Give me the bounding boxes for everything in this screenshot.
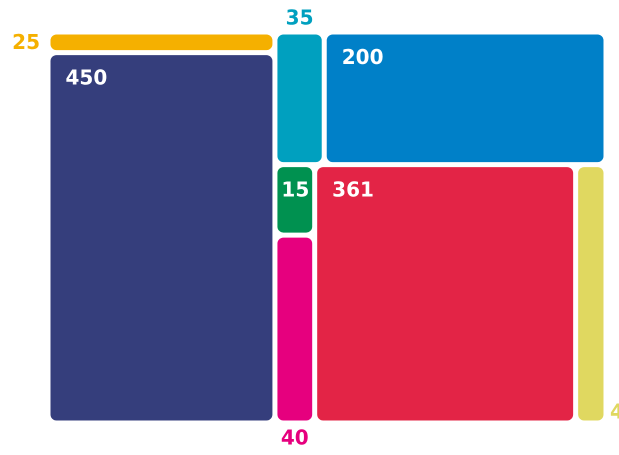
tile [50, 55, 273, 421]
tile-label: 200 [342, 45, 384, 69]
tile [277, 167, 313, 233]
tile-label: 450 [66, 66, 108, 90]
tile-label: 40 [281, 426, 309, 450]
tile-label: 361 [332, 178, 374, 202]
tile [317, 167, 574, 421]
tile [277, 34, 322, 163]
tile-label: 15 [281, 178, 309, 202]
tile [578, 167, 604, 421]
tile [326, 34, 604, 163]
tile [50, 34, 273, 51]
tile-label: 42 [610, 400, 619, 424]
tile [277, 237, 313, 421]
tile-label: 35 [286, 6, 314, 30]
tile-label: 25 [12, 30, 40, 54]
